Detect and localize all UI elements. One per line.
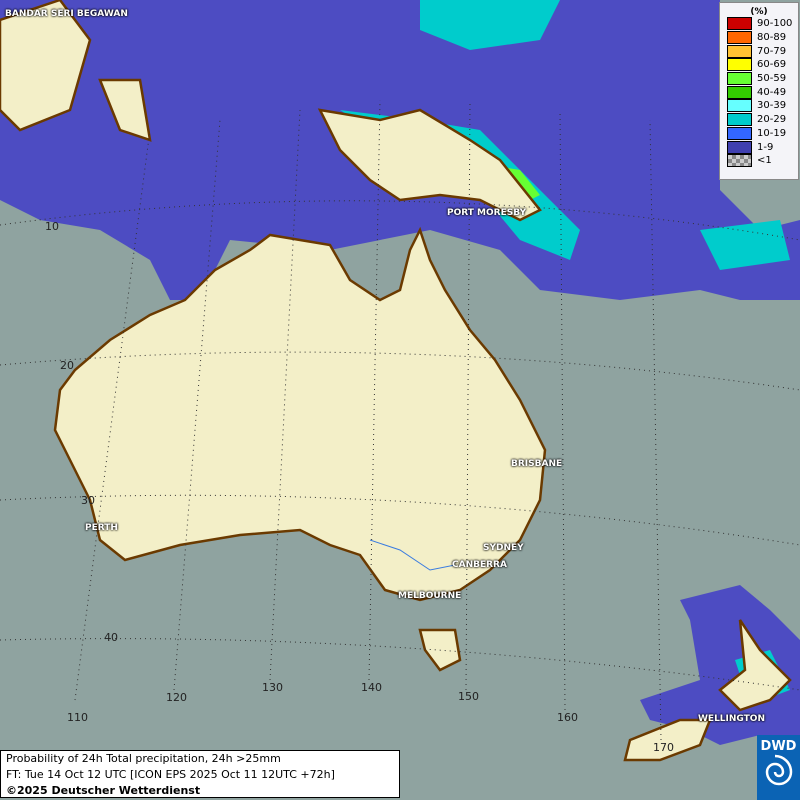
legend-label: <1 (757, 155, 772, 167)
legend-label: 60-69 (757, 59, 787, 71)
logo-text: DWD (760, 739, 797, 754)
legend-swatch (727, 113, 752, 127)
longitude-label: 110 (67, 711, 88, 724)
australia (53, 226, 547, 602)
city-label: BANDAR SERI BEGAWAN (5, 9, 128, 19)
longitude-label: 140 (361, 681, 382, 694)
latitude-label: 40 (104, 631, 118, 644)
city-label: MELBOURNE (398, 591, 462, 601)
city-label: PORT MORESBY (447, 208, 527, 218)
legend-swatch (727, 85, 752, 99)
legend-swatch (727, 44, 752, 58)
longitude-label: 120 (166, 691, 187, 704)
dwd-logo: DWD (757, 735, 800, 800)
legend-unit: (%) (750, 7, 768, 17)
info-box: Probability of 24h Total precipitation, … (0, 750, 400, 798)
longitude-label: 150 (458, 690, 479, 703)
legend-swatch (727, 58, 752, 72)
legend-item: 30-39 (727, 99, 798, 113)
sulawesi (98, 78, 152, 142)
map-title: Probability of 24h Total precipitation, … (6, 752, 281, 765)
legend-label: 70-79 (757, 45, 787, 57)
legend-label: 30-39 (757, 100, 787, 112)
legend-item: 40-49 (727, 85, 798, 99)
legend-swatch (727, 31, 752, 45)
latitude-label: 30 (81, 494, 95, 507)
legend-swatch (727, 140, 752, 154)
legend-label: 40-49 (757, 86, 787, 98)
legend-item: 10-19 (727, 126, 798, 141)
legend-label: 50-59 (757, 73, 787, 85)
legend-item: 80-89 (727, 31, 798, 45)
legend-item: 70-79 (727, 44, 798, 58)
legend-item: 60-69 (727, 58, 798, 72)
legend-swatch (727, 17, 752, 31)
borneo (0, 0, 92, 132)
city-label: PERTH (85, 523, 118, 533)
city-label: WELLINGTON (698, 714, 765, 724)
latitude-label: 20 (60, 359, 74, 372)
legend-swatch (727, 72, 752, 86)
longitude-label: 160 (557, 711, 578, 724)
legend-item: 50-59 (727, 72, 798, 86)
legend-item: <1 (727, 154, 798, 168)
legend: (%) 90-100 80-89 70-79 60-69 50-59 40-49 30-39… (719, 2, 799, 180)
new-guinea (317, 108, 542, 222)
latitude-label: 10 (45, 220, 59, 233)
city-label: SYDNEY (483, 543, 524, 553)
legend-swatch (727, 99, 752, 113)
murray-river (369, 539, 456, 571)
legend-item: 20-29 (727, 113, 798, 127)
legend-swatch (727, 154, 752, 168)
forecast-time: FT: Tue 14 Oct 12 UTC [ICON EPS 2025 Oct… (6, 768, 335, 781)
new-zealand-north (718, 619, 792, 712)
legend-item: 90-100 (727, 17, 798, 31)
copyright: ©2025 Deutscher Wetterdienst (6, 784, 201, 797)
legend-item: 1-9 (727, 140, 798, 154)
longitude-label: 170 (653, 741, 674, 754)
city-label: BRISBANE (511, 459, 563, 469)
legend-label: 1-9 (757, 141, 774, 153)
legend-label: 90-100 (757, 18, 793, 30)
new-zealand-south (623, 718, 712, 762)
legend-label: 10-19 (757, 127, 787, 139)
legend-label: 80-89 (757, 32, 787, 44)
city-label: CANBERRA (452, 560, 507, 570)
swirl-icon (765, 754, 792, 786)
longitude-label: 130 (262, 681, 283, 694)
legend-swatch (727, 126, 752, 140)
legend-label: 20-29 (757, 114, 787, 126)
